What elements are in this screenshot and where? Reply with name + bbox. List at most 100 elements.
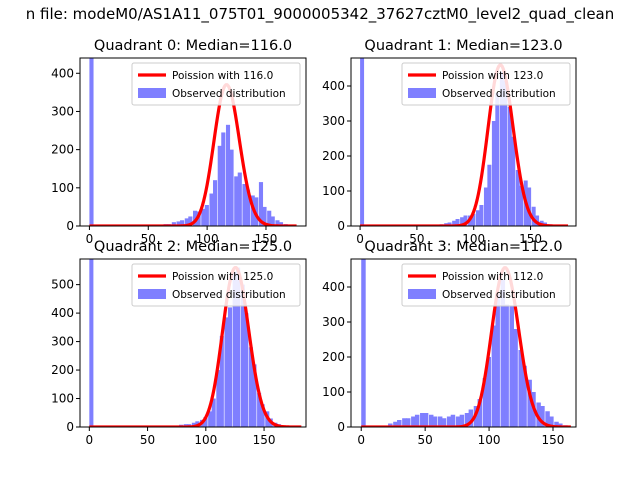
histogram-bar (441, 418, 447, 427)
histogram-bar (184, 218, 189, 226)
histogram-bar (499, 72, 504, 226)
histogram-bar (411, 416, 416, 427)
histogram-bar (545, 411, 550, 427)
histogram-bar (213, 180, 218, 226)
axes-frame (350, 57, 577, 227)
histogram-bar (225, 124, 231, 226)
subplot-title: Quadrant 3: Median=112.0 (364, 239, 562, 255)
subplot-quadrant-0: 0 50 100 150 0 100 200 300 400 Quadrant 0: Median… (51, 38, 307, 246)
histogram-bar (242, 184, 247, 226)
histogram-bar (527, 187, 532, 226)
subplot-title: Quadrant 2: Median=125.0 (94, 239, 292, 255)
y-tick-label: 300 (51, 104, 74, 118)
plot-area (88, 259, 302, 427)
histogram-bar (554, 421, 559, 427)
histogram-bar (495, 294, 500, 427)
histogram-bar (486, 357, 491, 427)
y-tick-label: 300 (51, 335, 74, 349)
y-tick-label: 100 (51, 392, 74, 406)
histogram-bar (393, 421, 398, 427)
y-tick-label: 200 (51, 363, 74, 377)
histogram-bar (432, 416, 438, 427)
y-tick-label: 0 (337, 219, 345, 233)
histogram-bar (482, 378, 488, 427)
poisson-curve (360, 266, 572, 427)
histogram-bar (234, 176, 239, 226)
histogram-bar (219, 335, 224, 427)
axes-frame (79, 57, 307, 227)
histogram-bar (471, 213, 476, 226)
histogram-bar (245, 189, 251, 226)
y-tick-label: 100 (322, 184, 345, 198)
histogram-bar (360, 58, 365, 226)
histogram-bar (452, 220, 457, 226)
legend-entry-observed: Observed distribution (442, 88, 556, 100)
poisson-curve (88, 265, 302, 427)
x-tick-label: 50 (418, 433, 433, 447)
histogram-bar (224, 317, 229, 427)
histogram-bar (89, 259, 94, 427)
legend-patch-marker (408, 88, 436, 98)
histogram-bar (477, 399, 483, 427)
subplot-title: Quadrant 0: Median=116.0 (94, 38, 292, 54)
y-tick-label: 400 (322, 79, 345, 93)
histogram-bar (511, 136, 516, 226)
histogram-bar (209, 193, 214, 226)
histogram-bar (188, 216, 193, 226)
legend-entry-poisson: Poission with 112.0 (442, 271, 543, 283)
histogram-bar (227, 307, 233, 427)
histogram-bar (252, 364, 257, 427)
histogram-bar (176, 221, 181, 226)
legend-box (131, 62, 301, 106)
subplot-title: Quadrant 1: Median=123.0 (364, 38, 562, 54)
histogram-bar (260, 404, 265, 427)
histogram-bar (446, 416, 452, 427)
subplot-quadrant-1: 0 50 100 150 0 100 200 300 400 Quadrant 1: Median… (322, 38, 577, 246)
x-tick-label: 100 (462, 232, 485, 246)
histogram-bar (211, 398, 216, 427)
x-tick-label: 0 (86, 232, 94, 246)
legend: Poission with 116.0 Observed distribution (131, 62, 301, 106)
x-tick-label: 150 (255, 232, 278, 246)
y-tick-label: 100 (322, 385, 345, 399)
axes-frame (350, 258, 577, 428)
histogram-bar (402, 418, 407, 427)
legend-box (401, 62, 571, 106)
histogram-bar (388, 423, 393, 427)
histogram-bar (217, 145, 222, 226)
legend-box (401, 263, 571, 307)
histogram-bar (503, 80, 508, 226)
histogram-bar (278, 222, 284, 226)
histogram-bar (257, 392, 262, 427)
histogram-bar (447, 222, 452, 226)
x-tick-label: 0 (356, 232, 364, 246)
x-tick-label: 150 (519, 232, 542, 246)
y-tick-label: 400 (51, 66, 74, 80)
legend-entry-observed: Observed distribution (172, 289, 286, 301)
histogram-bar (455, 416, 461, 427)
histogram-bar (504, 304, 509, 427)
y-tick-label: 200 (51, 143, 74, 157)
figure-title: n file: modeM0/AS1A11_075T01_9000005342_… (25, 5, 615, 23)
histogram-bar (244, 313, 249, 427)
histogram-bar (240, 284, 245, 427)
histogram-bar (397, 420, 402, 427)
histogram-bar (522, 365, 527, 427)
histogram-bar (460, 217, 465, 226)
histogram-bar (437, 416, 443, 427)
histogram-bar (540, 406, 545, 427)
x-tick-label: 50 (140, 433, 155, 447)
histogram-bar (89, 58, 94, 226)
histogram-bar (428, 414, 434, 427)
histogram-bar (420, 413, 425, 427)
legend-entry-observed: Observed distribution (442, 289, 556, 301)
histogram-bar (232, 271, 237, 427)
x-tick-label: 100 (478, 433, 501, 447)
legend: Poission with 112.0 Observed distribution (401, 263, 571, 307)
histogram-bar (236, 267, 241, 427)
subplot-quadrant-3: 0 50 100 150 0 100 200 300 400 Quadrant 3: Median… (322, 239, 577, 447)
histogram-bar (203, 417, 208, 427)
histogram-bar (500, 280, 506, 427)
